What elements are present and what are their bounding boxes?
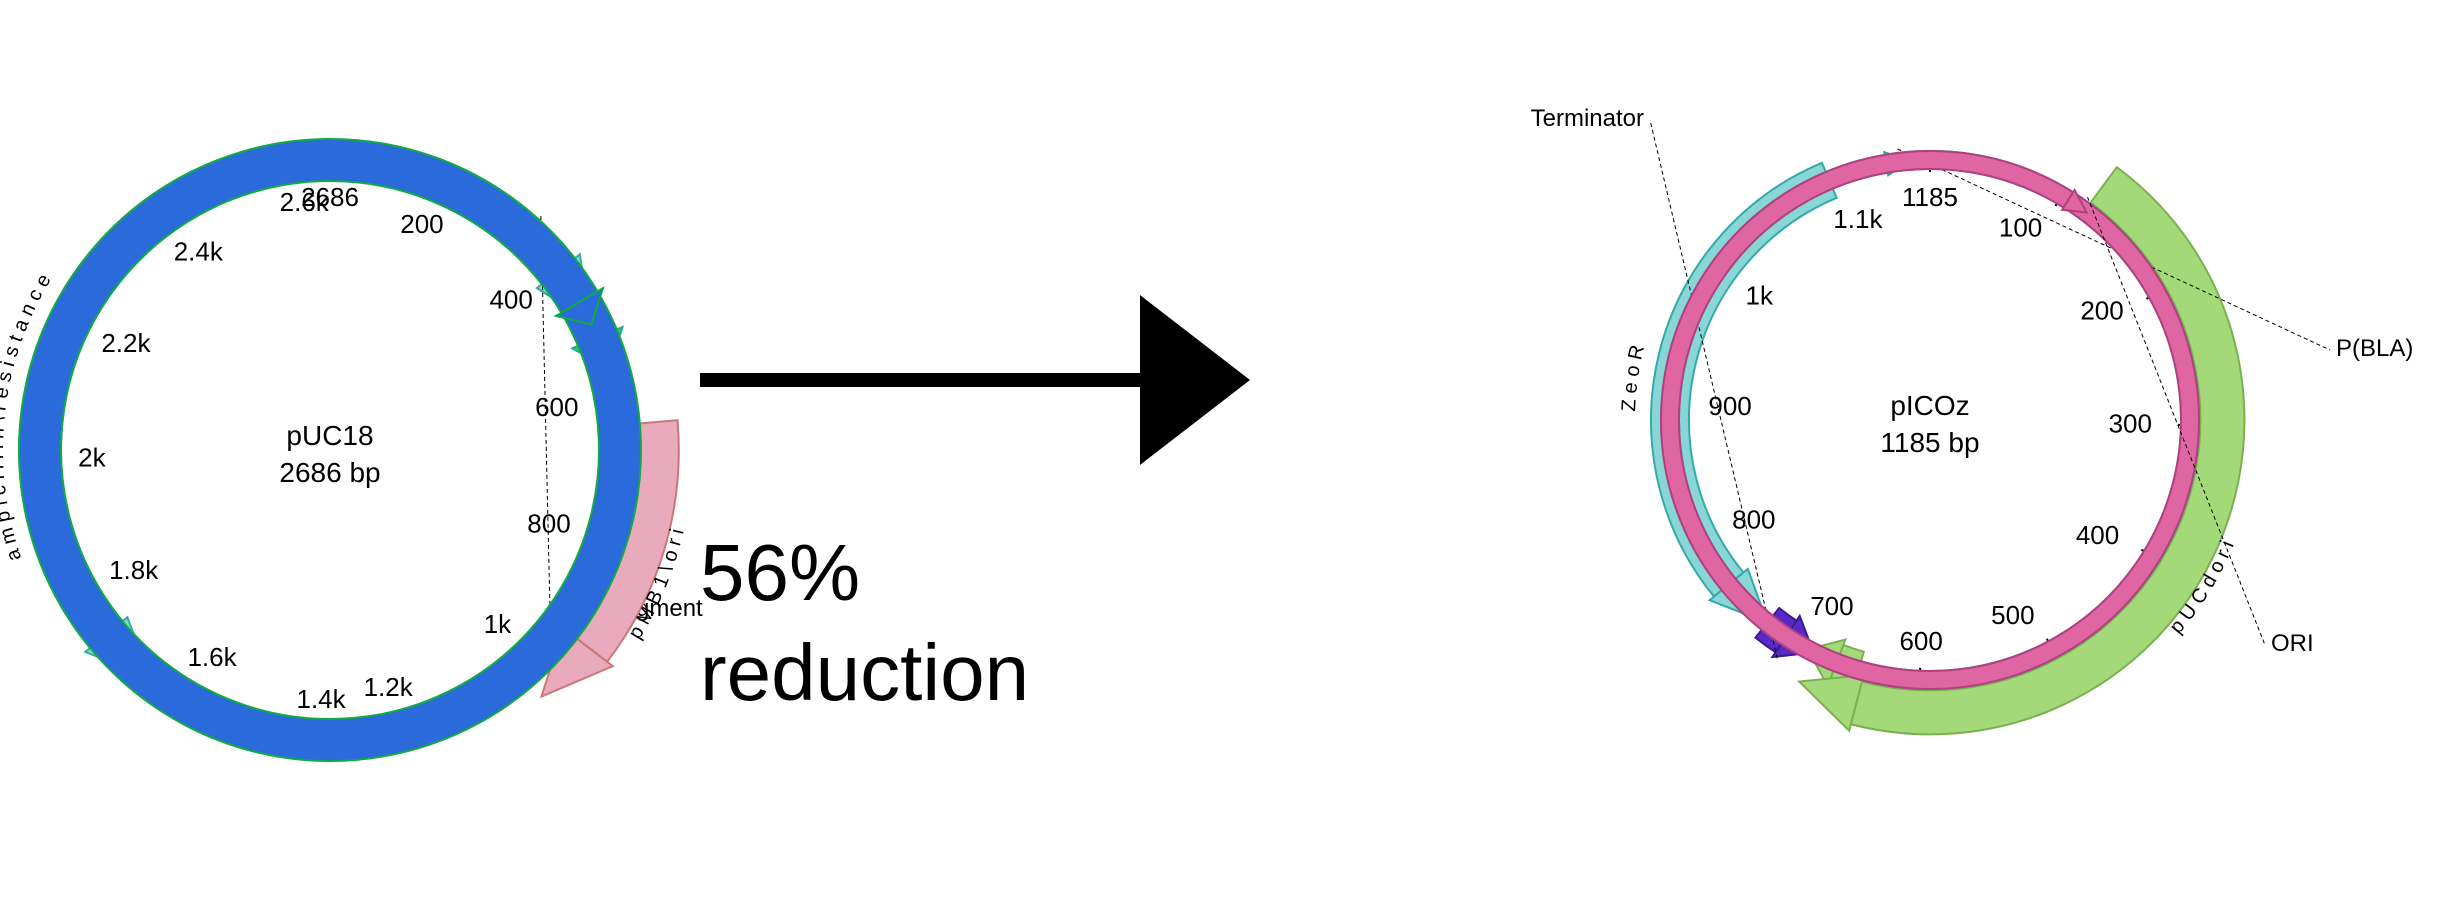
right-tick-label: 200 [2080,296,2123,326]
left-tick-label: 1k [484,609,512,639]
left-tick-label: 1.2k [364,672,414,702]
reduction-pct: 56% [700,528,860,617]
right-tick-label: 700 [1810,591,1853,621]
right-tick-label: 1185 [1902,182,1958,212]
left-tick-label: 1.6k [187,642,237,672]
right-tick-label: 500 [1991,600,2034,630]
right-tick-label: 1k [1746,281,1774,311]
reduction-word: reduction [700,628,1029,717]
right-name: pICOz [1890,390,1969,421]
left-tick-label: 2k [78,443,106,473]
left-name: pUC18 [286,420,373,451]
plasmid-diagram: 200 400 600 800 1k 1.2k 1.4k 1.6k 1.8k 2k 2.2k 2.4k… [0,0,2440,913]
right-tick-label: 800 [1732,505,1775,535]
left-tick-label: 2686 [301,182,359,212]
left-tick-label: 800 [527,509,570,539]
right-size: 1185 bp [1880,427,1979,458]
right-ext-P(BLA): P(BLA) [2336,335,2413,362]
right-tick-label: 600 [1899,626,1942,656]
left-tick-label: 600 [535,392,578,422]
left-tick-label: 1.8k [109,555,159,585]
left-tick-label: 200 [400,209,443,239]
right-tick-label: 900 [1708,391,1751,421]
right-tick-label: 100 [1999,212,2042,242]
right-seg-ZeoR-label: Z e o R [1618,343,1649,412]
left-tick-label: 2.4k [174,236,224,266]
left-tick-label: 1.4k [296,684,346,714]
reduction-arrow-head [1140,295,1250,465]
left-size: 2686 bp [279,457,380,488]
right-tick-label: 1.1k [1833,204,1883,234]
left-tick-label: 2.2k [101,328,151,358]
right-ext-ORI: ORI [2271,630,2314,657]
right-ext-Terminator: Terminator [1531,105,1644,132]
right-tick-label: 300 [2109,408,2152,438]
right-tick-label: 400 [2076,520,2119,550]
left-tick-label: 400 [489,284,532,314]
